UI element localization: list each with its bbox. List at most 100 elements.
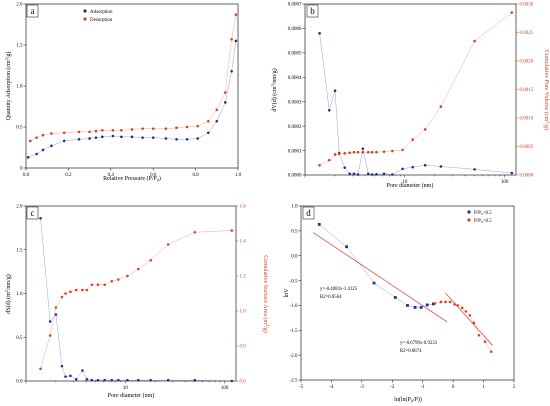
panel-a-x-tick-label: 0.0: [23, 173, 30, 178]
panel-a-series-2-point: [175, 126, 178, 130]
panel-d-plot: -5 -4 -3 -2 -1 0 1 2 -2.5 -2.0 -1.5 -1.0 -0.5 0.0 0.5 1…: [290, 205, 516, 390]
panel-c-series-1-point: [126, 378, 129, 382]
panel-b-series-2-point: [439, 105, 443, 108]
panel-b-y-tick-label: 0.0003: [288, 100, 302, 105]
panel-d-y-tick-label: 0.0: [291, 254, 298, 259]
panel-b-x-axis-label: Pore diameter (nm): [387, 182, 434, 189]
panel-a-series-1-point: [130, 135, 134, 139]
panel-b-series-2-point: [375, 150, 378, 154]
panel-b-y-tick-label: 0.0004: [288, 76, 302, 81]
panel-b-y-axis-label: dV(d) (cm3/nm/g): [270, 68, 278, 111]
panel-d-x-tick-label: 2: [513, 385, 516, 390]
panel-b-x-tick-label: 10: [402, 180, 408, 185]
panel-b-label-box: [306, 4, 319, 18]
panel-d-y-tick-label: -0.5: [290, 279, 298, 284]
panel-c-series-1-point: [54, 313, 58, 316]
panel-c-y-tick-label: 2.0: [16, 205, 23, 210]
panel-c-series-1-point: [110, 378, 114, 382]
panel-b-frame: [304, 3, 517, 176]
legend-low-pressure-marker: [467, 210, 471, 214]
panel-b-series-1-point: [423, 163, 427, 167]
panel-a-series-2-point: [41, 133, 45, 137]
panel-d-frame: [300, 205, 515, 381]
panel-a-y-tick-label: 0: [20, 167, 23, 172]
panel-c-series-1-point: [48, 320, 52, 323]
panel-b-series-2-point: [356, 150, 360, 154]
panel-a-x-tick-label: 0.4: [108, 173, 115, 178]
panel-c-series-1-point: [74, 377, 78, 381]
panel-c-series-2-point: [193, 230, 197, 234]
panel-d-series-1-point: [413, 306, 417, 309]
panel-c-series-2-point: [166, 243, 170, 246]
panel-a-series-2-point: [196, 124, 200, 128]
panel-a-series-2-point: [141, 127, 144, 130]
panel-d-series-2-point: [448, 300, 452, 304]
panel-a-series-2-point: [101, 128, 104, 132]
panel-b-series-2-point: [343, 152, 347, 155]
panel-d-x-tick-label: 0: [452, 385, 455, 390]
panel-c-x-tick-label: 100: [221, 386, 229, 391]
panel-c-y2-tick-label: 1.6: [240, 205, 247, 210]
panel-b-series-2-point: [510, 11, 514, 14]
panel-a-series-1-point: [215, 119, 219, 123]
panel-c-x-tick-label: 10: [123, 386, 129, 391]
panel-b-y2-tick-label: 0.0005: [520, 145, 534, 150]
panel-c-y2-tick-label: 0.6: [240, 380, 247, 385]
panel-d-y-axis-label: lnV: [284, 288, 290, 298]
panel-a-series-2-point: [215, 108, 219, 112]
panel-b-y2-tick-label: 0.0030: [520, 3, 534, 8]
legend-desorption-marker: [83, 17, 87, 21]
panel-a-series-1-point: [35, 152, 38, 156]
panel-b: b Pore diameter (nm) dV(d) (cm3/nm/g) Cu…: [270, 3, 550, 189]
panel-a-series-1-point: [77, 138, 81, 141]
panel-a-series-2-point: [164, 127, 168, 130]
fit-1-equation: y=-0.4083x-1.4125: [320, 287, 358, 292]
panel-b-series-1-point: [333, 89, 337, 93]
panel-c-y-axis-label: dS(d) (m2/nm/g): [4, 274, 12, 314]
panel-d-y-tick-label: -2.5: [290, 379, 298, 384]
panel-c-series-2-point: [96, 283, 100, 287]
panel-a-series-1-point: [196, 137, 200, 140]
panel-a-series-2-point: [230, 37, 233, 41]
panel-a-legend: Adsorption Desorption: [83, 9, 113, 23]
panel-d-series-2-point: [489, 350, 493, 353]
panel-c-y-tick-label: 1.0: [16, 292, 23, 297]
panel-c-plot: 10 100 0.0 0.5 1.0 1.5 2.0 0.6 0.8 1.0 1.2 1.4 1.6: [16, 205, 246, 391]
panel-d-series-1-point: [317, 222, 321, 226]
panel-b-series-1-point: [391, 173, 394, 176]
panel-c-series-2-point: [81, 288, 84, 292]
panel-c-label: c: [31, 208, 35, 218]
panel-b-series-1-line: [319, 33, 512, 175]
panel-b-series-2-point: [348, 151, 351, 155]
panel-b-series-1-point: [473, 168, 476, 171]
panel-a-series-2-point: [50, 132, 53, 135]
panel-c-label-box: [26, 206, 39, 220]
panel-d-series-1-point: [431, 302, 435, 306]
panel-c-series-2-point: [90, 283, 94, 287]
panel-b-series-1-point: [510, 171, 514, 175]
fit-annotation-2: y=-0.6799x-0.9233 R2=0.8874: [400, 341, 438, 354]
panel-d-series-2-line: [434, 301, 492, 352]
legend-adsorption-marker: [83, 9, 87, 13]
panel-d-series-1-point: [425, 303, 429, 307]
panel-c-series-2-point: [54, 306, 58, 309]
panel-c-series-2-point: [74, 288, 78, 292]
panel-a: a Adsorption Desorption Relative Pressur…: [4, 3, 239, 183]
panel-c-series-2-point: [103, 283, 107, 287]
panel-d-series-2-point: [456, 304, 460, 307]
panel-b-series-2-point: [327, 158, 331, 162]
panel-d-series-1-point: [406, 304, 409, 307]
legend-adsorption-label: Adsorption: [90, 10, 113, 15]
panel-c-series-2-point: [126, 274, 129, 278]
legend-high-pressure-marker: [467, 218, 471, 222]
panel-b-series-1-point: [348, 172, 351, 176]
panel-b-series-2-point: [352, 150, 356, 154]
panel-c-series-2-point: [60, 295, 64, 299]
panel-d-series-2-point: [472, 321, 476, 325]
panel-a-series-2-point: [207, 119, 210, 123]
panel-c-series-1-point: [117, 378, 120, 382]
panel-c-series-1-point: [90, 378, 94, 382]
panel-b-series-1-point: [327, 108, 331, 112]
panel-c-series-1-point: [193, 378, 197, 382]
panel-a-y-tick-label: 1.5: [16, 44, 23, 49]
